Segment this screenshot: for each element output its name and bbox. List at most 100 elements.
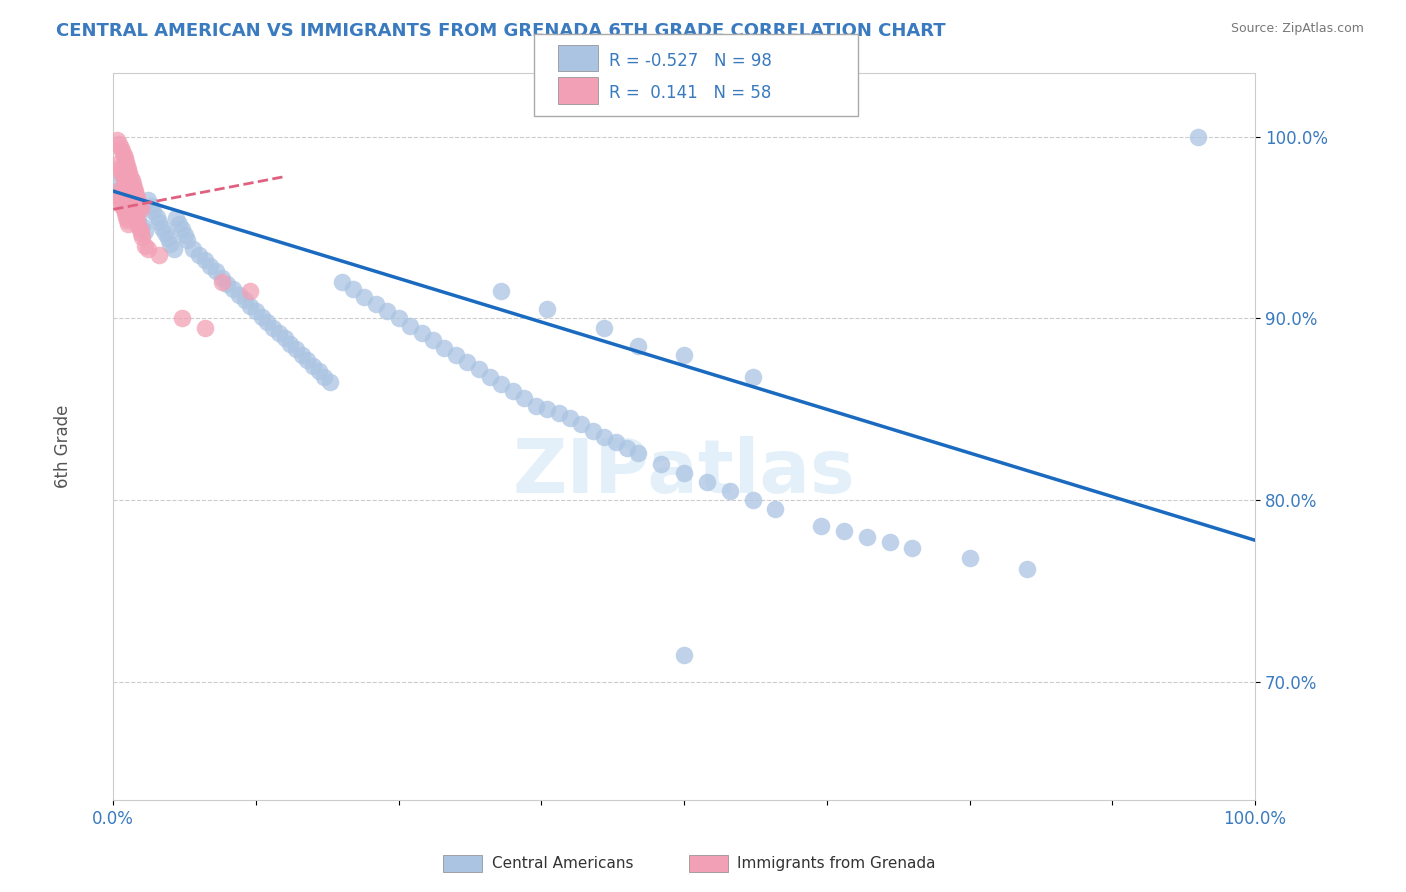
Text: ZIPatlas: ZIPatlas [513,436,855,509]
Point [157,231,180,245]
Point [111,168,134,182]
Point [605,435,627,450]
Point [194,253,217,268]
Point [115,213,138,227]
Point [1187,129,1209,144]
Point [765,502,787,516]
Text: Central Americans: Central Americans [492,856,634,871]
Point [124,184,146,198]
Point [163,243,186,257]
Point [673,466,696,480]
Point [129,202,152,217]
Point [302,359,325,373]
Text: CENTRAL AMERICAN VS IMMIGRANTS FROM GRENADA 6TH GRADE CORRELATION CHART: CENTRAL AMERICAN VS IMMIGRANTS FROM GREN… [56,22,946,40]
Point [114,178,136,193]
Point [125,187,148,202]
Point [1015,562,1038,576]
Point [127,219,149,233]
Point [399,318,422,333]
Point [108,187,131,202]
Point [308,364,330,378]
Point [111,144,134,158]
Point [112,202,135,217]
Point [650,457,672,471]
Point [117,217,139,231]
Point [627,446,650,460]
Point [810,518,832,533]
Point [170,311,193,326]
Point [120,197,142,211]
Point [121,173,143,187]
Point [353,290,375,304]
Point [513,392,536,406]
Point [593,320,616,334]
Point [211,271,233,285]
Point [718,484,741,499]
Point [959,551,981,566]
Point [115,159,138,173]
Point [112,171,135,186]
Point [536,402,558,417]
Point [145,210,167,224]
Point [114,175,136,189]
Point [128,199,150,213]
Point [114,210,136,224]
Point [194,320,217,334]
Point [250,310,273,324]
Point [284,343,307,357]
Point [696,475,718,489]
Text: R =  0.141   N = 58: R = 0.141 N = 58 [609,84,770,102]
Point [901,541,924,555]
Point [245,304,267,318]
Point [491,376,513,391]
Point [131,229,153,244]
Point [211,275,233,289]
Point [319,375,342,389]
Point [129,226,152,240]
Point [108,191,131,205]
Point [187,248,209,262]
Point [127,195,149,210]
Point [375,304,398,318]
Point [153,226,176,240]
Point [879,535,901,549]
Point [148,248,170,262]
Text: 6th Grade: 6th Grade [55,404,72,488]
Point [741,493,763,508]
Point [111,180,134,194]
Text: R = -0.527   N = 98: R = -0.527 N = 98 [609,52,772,70]
Point [122,202,145,217]
Point [148,215,170,229]
Point [122,204,145,219]
Point [547,406,569,420]
Point [127,215,149,229]
Point [105,184,128,198]
Point [200,259,222,273]
Point [273,331,295,345]
Point [118,189,141,203]
Point [124,208,146,222]
Point [108,136,131,151]
Point [159,236,181,251]
Point [558,411,581,425]
Point [239,284,262,298]
Point [115,191,138,205]
Point [127,213,149,227]
Point [111,199,134,213]
Point [741,369,763,384]
Point [117,162,139,177]
Point [433,341,456,355]
Point [114,186,136,200]
Point [278,337,301,351]
Point [105,133,128,147]
Point [205,264,228,278]
Point [150,220,173,235]
Point [170,222,193,236]
Point [136,243,159,257]
Point [616,441,638,455]
Point [176,233,198,247]
Point [256,315,278,329]
Point [134,224,156,238]
Point [262,320,284,334]
Point [856,530,879,544]
